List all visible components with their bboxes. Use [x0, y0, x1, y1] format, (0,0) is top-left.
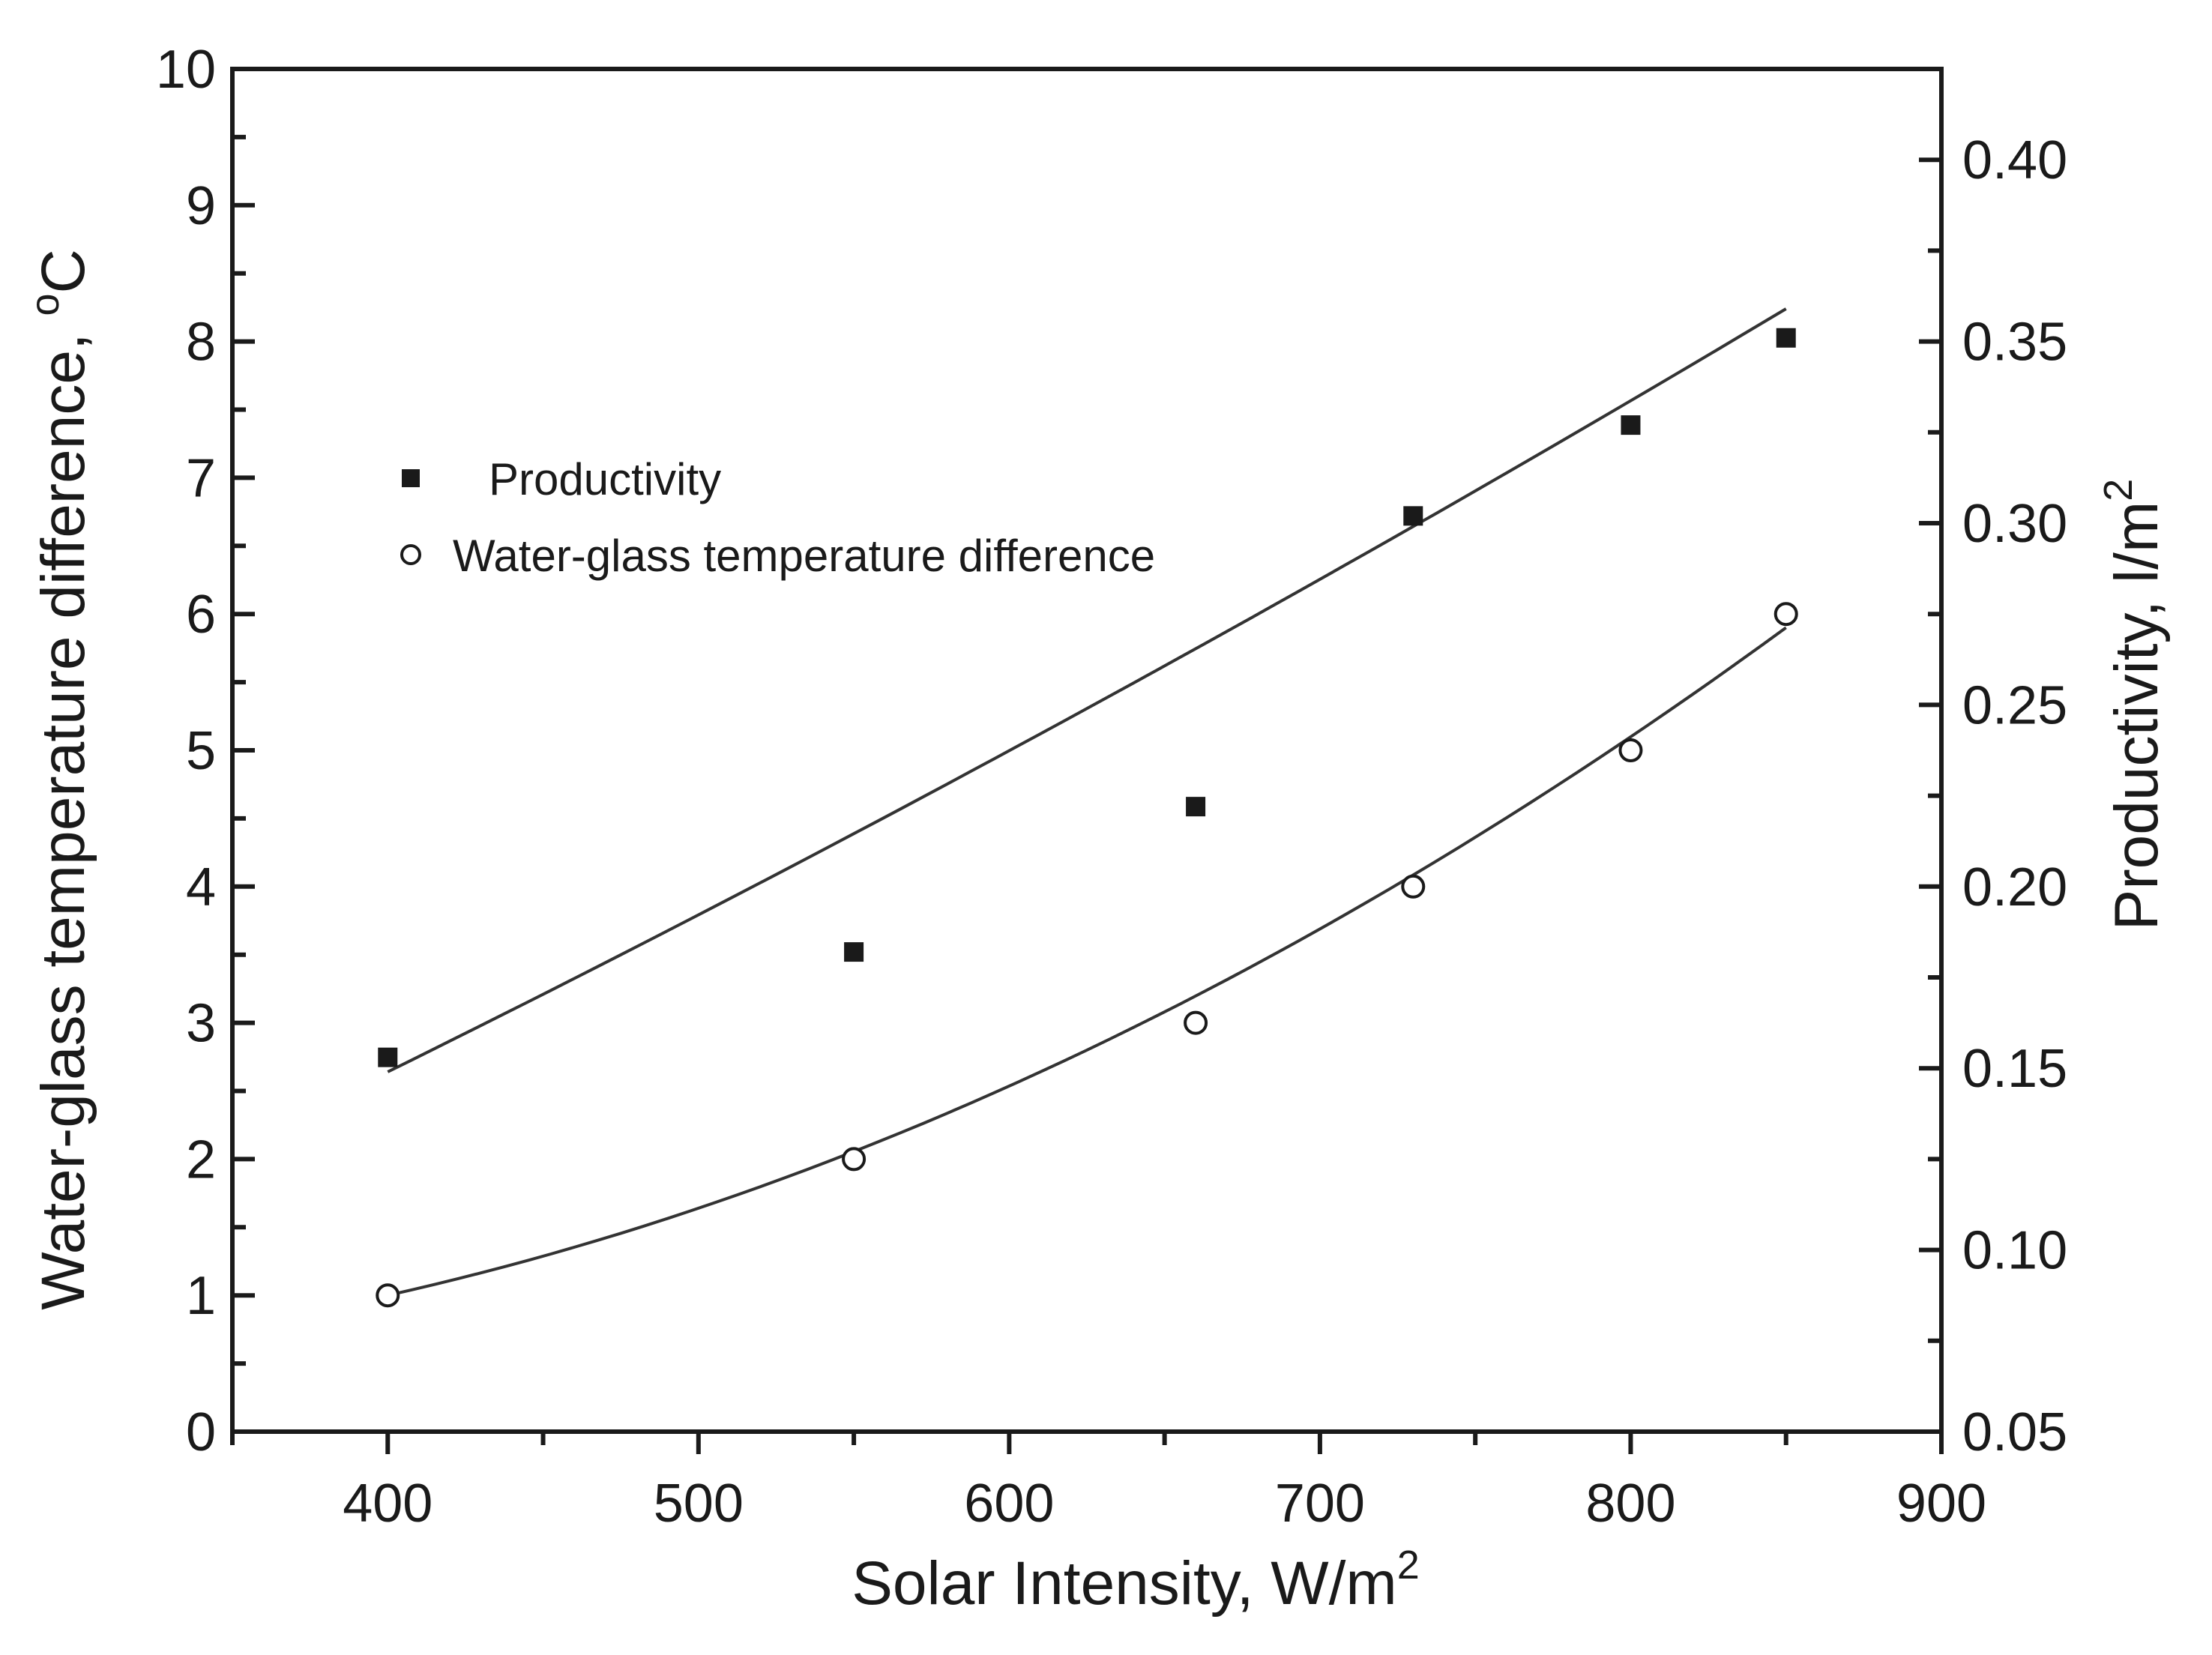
temperature-point — [1773, 602, 1798, 627]
productivity-point — [1186, 797, 1206, 817]
productivity-fit-line — [387, 307, 1787, 1073]
productivity-point — [844, 942, 864, 962]
legend-temperature-label: Water-glass temperature difference — [453, 531, 1155, 581]
y-axis-left: 0 1 2 3 4 5 6 7 8 9 10 — [156, 40, 255, 1462]
x-tick-label: 900 — [1896, 1474, 1986, 1534]
y-left-tick-label: 2 — [186, 1130, 216, 1190]
y-axis-left-title: Water-glass temperature difference, oC — [22, 249, 97, 1310]
x-tick-label: 500 — [654, 1474, 744, 1534]
fit-lines — [387, 307, 1787, 1297]
temperature-point — [1184, 1010, 1208, 1035]
y-right-tick-label: 0.15 — [1962, 1039, 2067, 1099]
temperature-point — [842, 1147, 867, 1172]
x-axis: 400 500 600 700 800 900 — [230, 1432, 1986, 1534]
y-left-tick-label: 4 — [186, 857, 216, 917]
y-left-tick-label: 1 — [186, 1266, 216, 1326]
x-axis-title: Solar Intensity, W/m2 — [852, 1543, 1420, 1618]
legend: Productivity Water-glass temperature diff… — [400, 454, 1155, 581]
y-right-tick-label: 0.20 — [1962, 857, 2067, 917]
data-points — [376, 328, 1798, 1308]
productivity-point — [378, 1047, 398, 1067]
y-left-tick-label: 3 — [186, 994, 216, 1054]
temperature-fit-line — [387, 626, 1787, 1297]
y-right-tick-label: 0.35 — [1962, 313, 2067, 373]
y-left-tick-label: 0 — [186, 1402, 216, 1462]
y-left-tick-label: 8 — [186, 313, 216, 373]
x-tick-label: 600 — [964, 1474, 1054, 1534]
y-right-tick-label: 0.40 — [1962, 130, 2067, 190]
y-left-tick-label: 9 — [186, 176, 216, 236]
y-axis-right: 0.05 0.10 0.15 0.20 0.25 0.30 0.35 0.40 — [1919, 67, 2067, 1462]
y-left-tick-label: 5 — [186, 721, 216, 781]
legend-productivity-marker — [402, 469, 420, 487]
legend-productivity-label: Productivity — [489, 454, 721, 504]
x-tick-label: 800 — [1585, 1474, 1675, 1534]
y-left-tick-label: 10 — [156, 40, 216, 100]
y-left-tick-label: 7 — [186, 448, 216, 508]
productivity-point — [1776, 328, 1796, 348]
productivity-point — [1403, 506, 1423, 526]
temperature-point — [1618, 738, 1643, 762]
x-tick-label: 400 — [343, 1474, 433, 1534]
y-left-tick-label: 6 — [186, 585, 216, 645]
x-tick-label: 700 — [1275, 1474, 1365, 1534]
productivity-point — [1621, 415, 1641, 435]
legend-temperature-marker — [400, 544, 421, 565]
y-right-tick-label: 0.10 — [1962, 1221, 2067, 1281]
temperature-point — [376, 1283, 400, 1308]
temperature-point — [1401, 874, 1426, 899]
y-right-tick-label: 0.05 — [1962, 1402, 2067, 1462]
y-right-tick-label: 0.25 — [1962, 675, 2067, 735]
y-right-tick-label: 0.30 — [1962, 494, 2067, 554]
y-axis-right-title: Productivity, l/m2 — [2096, 479, 2171, 931]
